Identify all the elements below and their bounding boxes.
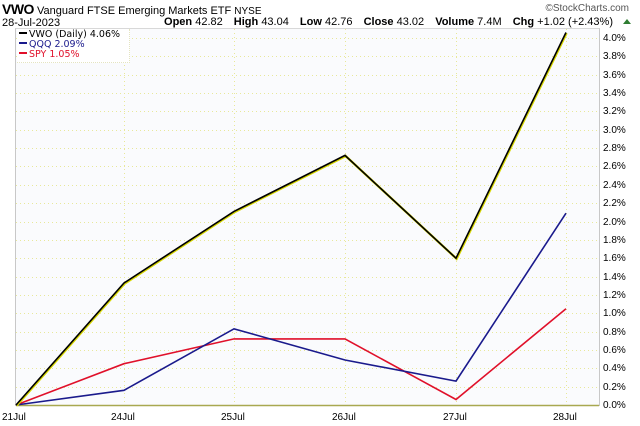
y-tick-label: 3.2% (603, 105, 626, 117)
legend-item-qqq: QQQ 2.09% (19, 40, 127, 50)
legend-label: SPY 1.05% (29, 49, 80, 60)
low-value: 42.76 (324, 16, 353, 28)
legend-swatch (19, 52, 27, 54)
ticker-symbol: VWO (2, 1, 34, 17)
y-tick-label: 2.6% (603, 160, 626, 172)
y-tick-label: 1.0% (603, 307, 626, 319)
y-tick-label: 2.8% (603, 142, 626, 154)
y-tick-label: 2.4% (603, 179, 626, 191)
low-label: Low (299, 16, 322, 28)
x-tick-label: 24Jul (111, 412, 135, 423)
stockcharts-watermark: ©StockCharts.com (545, 3, 629, 14)
change-label: Chg (512, 16, 535, 28)
x-tick-label: 26Jul (332, 412, 356, 423)
y-tick-label: 0.2% (603, 381, 626, 393)
high-label: High (233, 16, 259, 28)
exchange-label: NYSE (234, 6, 262, 17)
y-tick-label: 4.0% (603, 32, 626, 44)
series-line-spy (15, 308, 567, 406)
x-tick-label: 28Jul (553, 412, 577, 423)
volume-value: 7.4M (477, 16, 502, 28)
close-label: Close (363, 16, 394, 28)
series-lines (15, 32, 568, 407)
legend-swatch (19, 32, 27, 34)
y-tick-label: 1.8% (603, 234, 626, 246)
y-tick-label: 1.4% (603, 271, 626, 283)
up-triangle-icon (623, 19, 631, 24)
security-name: Vanguard FTSE Emerging Markets ETF (37, 5, 232, 17)
close-value: 43.02 (396, 16, 425, 28)
legend-label: QQQ 2.09% (29, 39, 85, 50)
y-tick-label: 0.4% (603, 362, 626, 374)
x-tick-label: 27Jul (443, 412, 467, 423)
y-tick-label: 3.0% (603, 124, 626, 136)
high-value: 43.04 (261, 16, 289, 28)
x-tick-label: 25Jul (221, 412, 245, 423)
volume-label: Volume (435, 16, 475, 28)
series-line-qqq (15, 212, 567, 406)
plot-area (15, 28, 600, 406)
legend: VWO (Daily) 4.06% QQQ 2.09% SPY 1.05% (17, 29, 130, 63)
legend-item-spy: SPY 1.05% (19, 50, 127, 60)
open-label: Open (164, 16, 193, 28)
y-tick-label: 1.2% (603, 289, 626, 301)
chart-title: VWO Vanguard FTSE Emerging Markets ETF N… (2, 2, 262, 19)
y-tick-label: 0.0% (603, 399, 626, 411)
legend-item-vwo: VWO (Daily) 4.06% (19, 30, 127, 40)
y-tick-label: 2.0% (603, 216, 626, 228)
y-tick-label: 1.6% (603, 252, 626, 264)
quote-summary: Open 42.82 High 43.04 Low 42.76 Close 43… (164, 16, 631, 28)
chart-date: 28-Jul-2023 (2, 17, 61, 29)
legend-label: VWO (Daily) 4.06% (29, 29, 121, 40)
series-line-vwo (15, 32, 567, 406)
legend-swatch (19, 42, 27, 44)
y-tick-label: 2.2% (603, 197, 626, 209)
gridlines (16, 29, 599, 407)
y-tick-label: 0.8% (603, 326, 626, 338)
open-value: 42.82 (195, 16, 223, 28)
change-value: +1.02 (+2.43%) (537, 16, 613, 28)
y-tick-label: 0.6% (603, 344, 626, 356)
y-tick-label: 3.6% (603, 69, 626, 81)
y-tick-label: 3.4% (603, 87, 626, 99)
y-tick-label: 3.8% (603, 50, 626, 62)
x-tick-label: 21Jul (2, 412, 26, 423)
